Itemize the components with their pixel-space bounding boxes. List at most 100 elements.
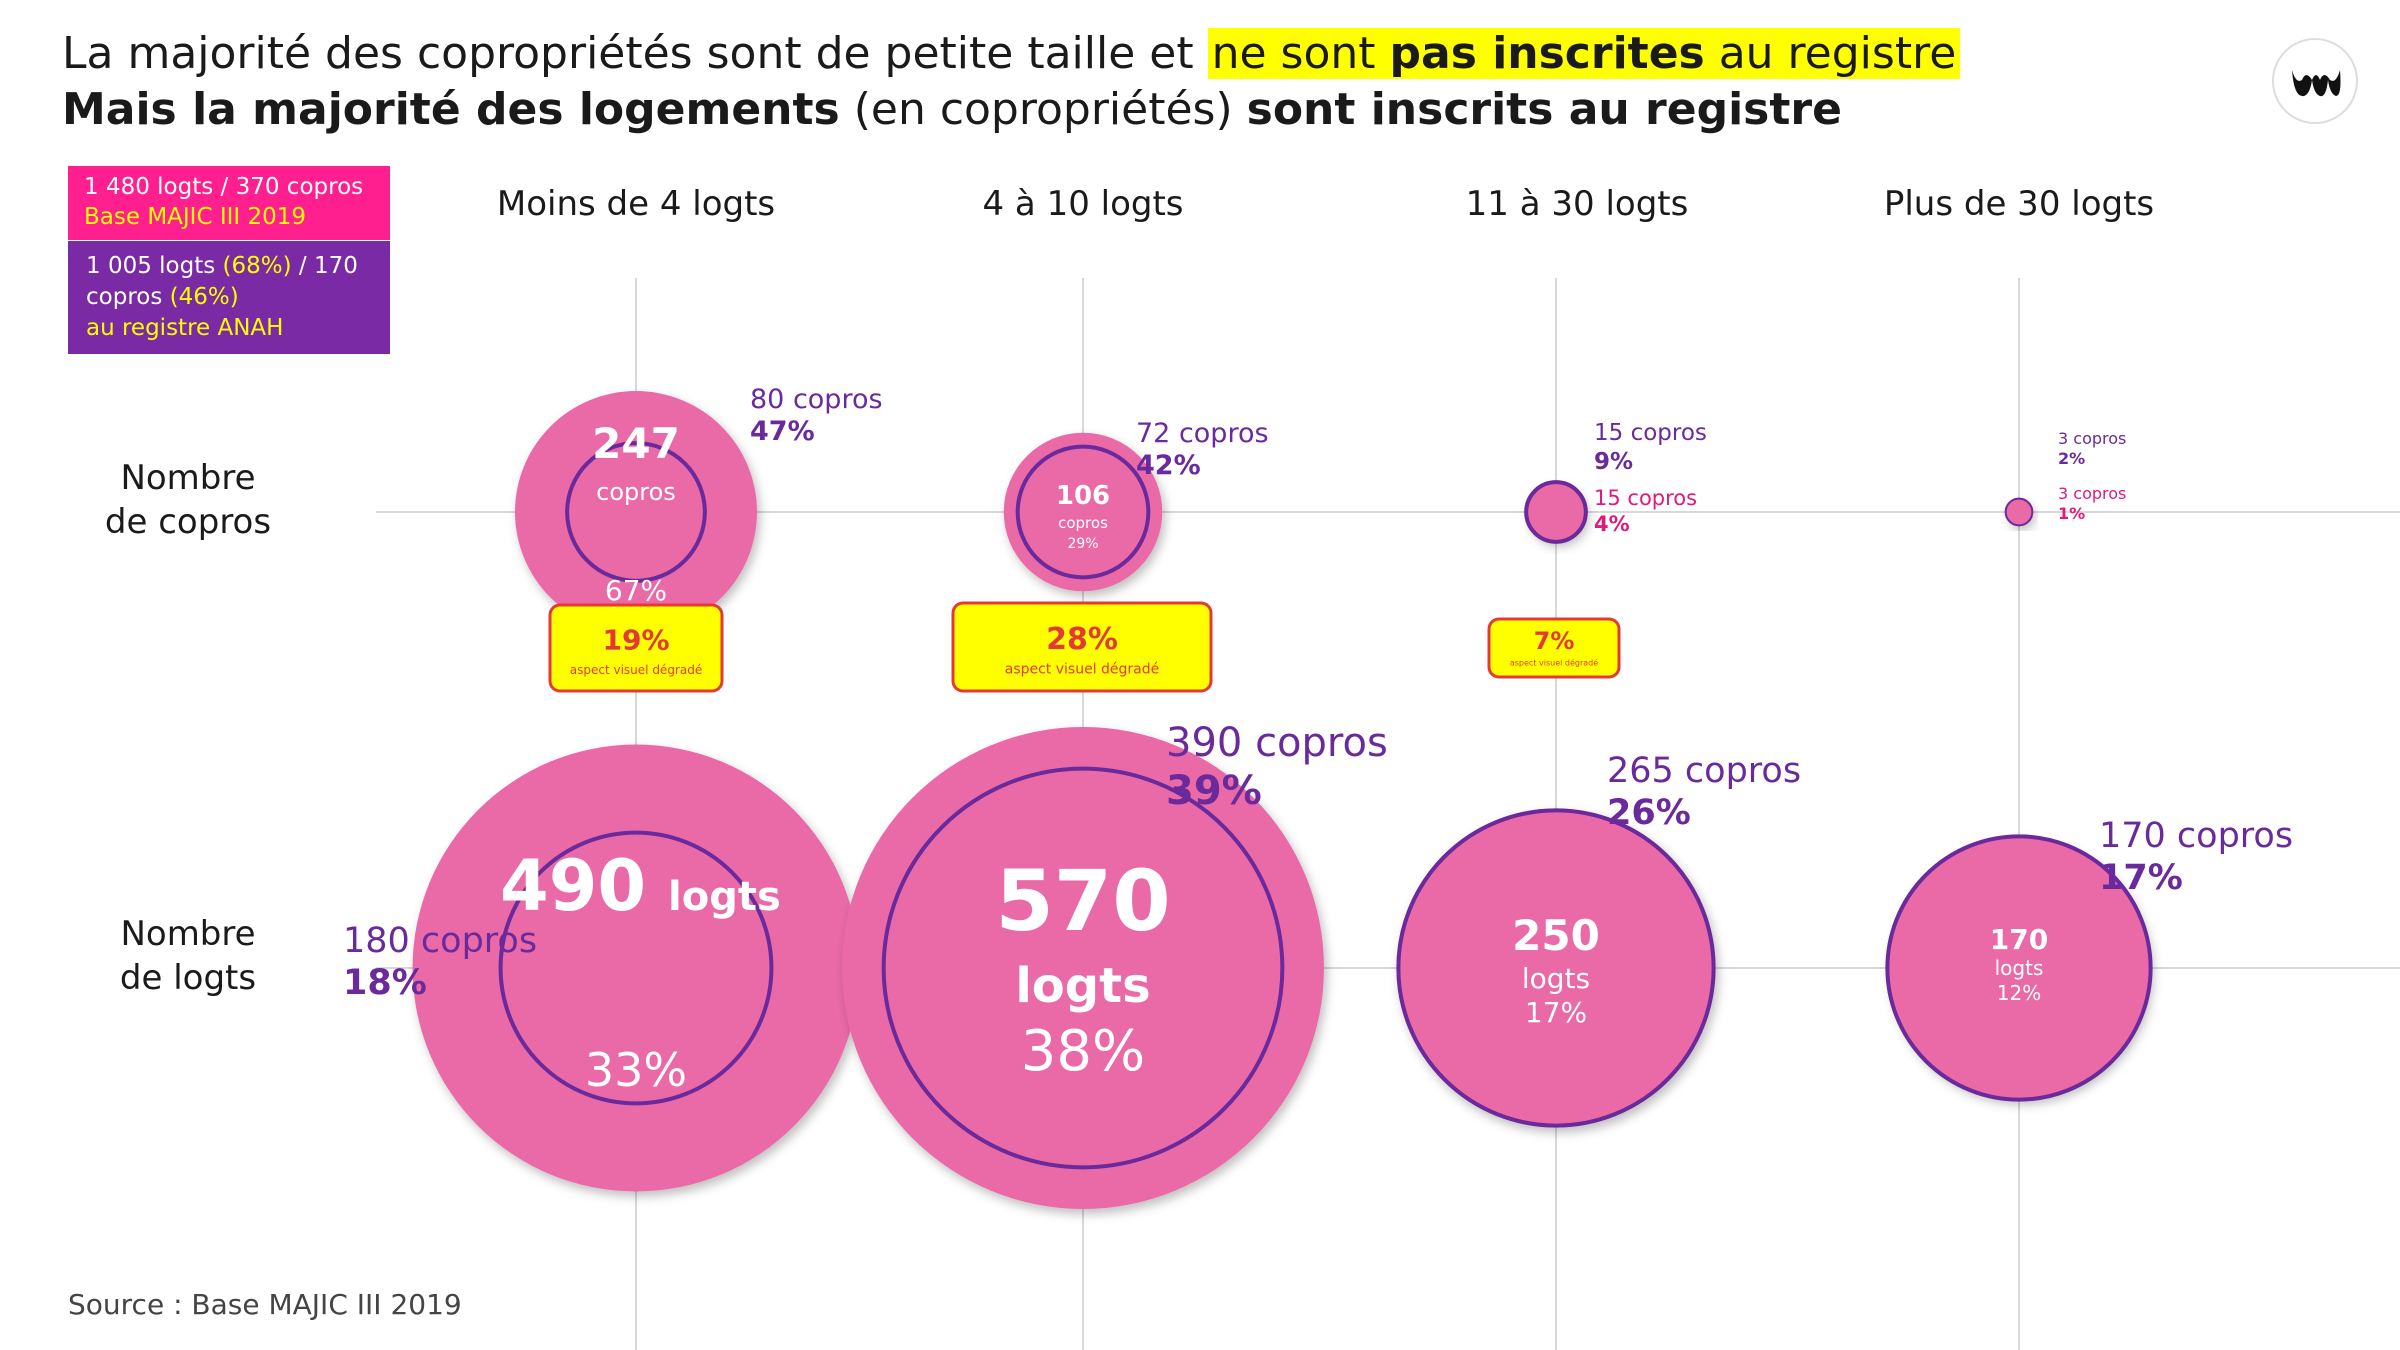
column-header-4: Plus de 30 logts <box>1883 184 2155 224</box>
legend-base-line1: 1 480 logts / 370 copros <box>84 174 364 200</box>
title-line-2: Mais la majorité des logements (en copro… <box>62 82 1960 138</box>
copros-registered-4: 3 copros <box>2058 429 2126 448</box>
copros-total-label-4: 3 copros <box>2058 484 2126 503</box>
logts-registered-3: 265 copros <box>1607 751 1801 791</box>
legend-anah-line3: au registre ANAH <box>86 315 284 341</box>
title-hl-b: pas inscrites <box>1389 28 1705 79</box>
title-line-1: La majorité des copropriétés sont de pet… <box>62 26 1961 82</box>
legend-anah-b: (68%) <box>222 253 292 279</box>
subtitle-a: Mais la majorité des logements <box>62 84 840 135</box>
logts-unit-4: logts <box>1995 956 2044 980</box>
copros-total-share-3: 4% <box>1594 512 1630 536</box>
logts-total-3: 250 <box>1512 911 1600 960</box>
copros-total-1: 247 <box>592 419 680 468</box>
logts-share-3: 17% <box>1525 996 1587 1029</box>
copros-registered-2: 72 copros <box>1136 418 1269 449</box>
logts-share-2: 38% <box>1021 1019 1145 1084</box>
legend-anah-c: / 170 <box>291 253 358 279</box>
column-header-1: Moins de 4 logts <box>496 184 776 224</box>
copros-unit-1: copros <box>596 478 676 506</box>
copros-registered-ring-1 <box>565 441 707 583</box>
copros-unit-2: copros <box>1058 514 1108 532</box>
subtitle-c: sont inscrits au registre <box>1246 84 1842 135</box>
copros-bubble-1 <box>515 391 757 633</box>
logts-unit-1: logts <box>668 874 781 920</box>
logts-share-4: 12% <box>1997 981 2041 1005</box>
logts-registered-share-2: 39% <box>1166 768 1262 814</box>
logo-icon <box>2292 70 2341 97</box>
row-header-copros-l2: de copros <box>104 502 272 542</box>
copros-registered-ring-3 <box>1524 480 1588 544</box>
copros-registered-share-4: 2% <box>2058 449 2085 468</box>
subtitle-b: (en copropriétés) <box>839 84 1247 135</box>
logts-share-1: 33% <box>585 1043 687 1097</box>
degraded-badge-pct-1: 19% <box>602 624 669 657</box>
degraded-badge-text-1: aspect visuel dégradé <box>570 663 702 677</box>
copros-registered-share-3: 9% <box>1594 449 1633 475</box>
degraded-badge-2 <box>951 601 1213 693</box>
copros-total-share-4: 1% <box>2058 504 2085 523</box>
source-note: Source : Base MAJIC III 2019 <box>68 1288 462 1321</box>
copros-registered-share-2: 42% <box>1136 450 1201 481</box>
copros-total-label-3: 15 copros <box>1594 486 1697 510</box>
column-header-2: 4 à 10 logts <box>982 184 1184 224</box>
logts-registered-share-1: 18% <box>343 963 427 1003</box>
logts-registered-ring-4 <box>1885 834 2153 1102</box>
chart-title: La majorité des copropriétés sont de pet… <box>62 26 1961 138</box>
copros-share-2: 29% <box>1067 536 1098 552</box>
row-header-copros: Nombre de copros <box>105 456 271 544</box>
logts-bubble-1 <box>412 744 860 1192</box>
legend-anah-e: (46%) <box>169 284 239 310</box>
row-header-logts: Nombre de logts <box>120 912 256 1000</box>
degraded-badge-text-3: aspect visuel dégradé <box>1510 657 1598 667</box>
legend-anah-a: 1 005 logts <box>86 253 223 279</box>
logts-registered-ring-3 <box>1396 808 1716 1128</box>
logts-registered-2: 390 copros <box>1166 720 1388 766</box>
row-header-copros-l1: Nombre <box>120 458 256 498</box>
legend-anah-line1: 1 005 logts (68%) / 170 <box>86 251 390 282</box>
copros-registered-share-1: 47% <box>750 416 815 447</box>
legend-anah: 1 005 logts (68%) / 170 copros (46%) au … <box>68 241 390 354</box>
logts-bubble-2 <box>842 727 1324 1209</box>
degraded-badge-3 <box>1487 617 1621 679</box>
logts-total-4: 170 <box>1990 923 2048 956</box>
logts-unit-3: logts <box>1522 962 1590 995</box>
logts-bubble-3 <box>1396 808 1716 1128</box>
column-header-3: 11 à 30 logts <box>1465 184 1689 224</box>
logts-registered-4: 170 copros <box>2099 816 2293 856</box>
title-hl-c: au registre <box>1704 28 1957 79</box>
logts-total-1: 490 <box>500 845 646 927</box>
legend-anah-line2: copros (46%) <box>86 282 390 313</box>
degraded-badge-pct-2: 28% <box>1046 622 1118 657</box>
logts-registered-share-3: 26% <box>1607 793 1691 833</box>
brand-logo <box>2272 38 2358 124</box>
copros-registered-ring-2 <box>1015 444 1151 580</box>
logts-registered-ring-2 <box>881 766 1285 1170</box>
copros-registered-ring-4 <box>2004 497 2034 527</box>
row-header-logts-l1: Nombre <box>120 914 256 954</box>
copros-bubble-2 <box>1003 432 1163 592</box>
degraded-badge-1 <box>548 603 724 693</box>
logts-unit-2: logts <box>1015 958 1150 1014</box>
title-text: La majorité des copropriétés sont de pet… <box>62 28 1208 79</box>
degraded-badge-pct-3: 7% <box>1534 627 1575 655</box>
copros-bubble-4 <box>2005 498 2033 526</box>
title-highlight: ne sont pas inscrites au registre <box>1207 28 1961 79</box>
logts-bubble-4 <box>1887 836 2151 1100</box>
legend-base-majic: 1 480 logts / 370 copros Base MAJIC III … <box>68 166 390 240</box>
copros-registered-1: 80 copros <box>750 384 883 415</box>
logts-total-2: 570 <box>995 852 1170 950</box>
legend-anah-d: copros <box>86 284 170 310</box>
copros-total-2: 106 <box>1056 481 1110 511</box>
logts-registered-share-4: 17% <box>2099 858 2183 898</box>
copros-share-1: 67% <box>605 574 667 607</box>
logts-registered-ring-1 <box>498 830 774 1106</box>
copros-bubble-3 <box>1526 482 1586 542</box>
legend-base-line2: Base MAJIC III 2019 <box>84 204 307 230</box>
row-header-logts-l2: de logts <box>119 958 257 998</box>
copros-registered-3: 15 copros <box>1594 420 1707 446</box>
title-hl-a: ne sont <box>1211 28 1390 79</box>
degraded-badge-text-2: aspect visuel dégradé <box>1005 661 1160 677</box>
logts-registered-1: 180 copros <box>343 921 537 961</box>
